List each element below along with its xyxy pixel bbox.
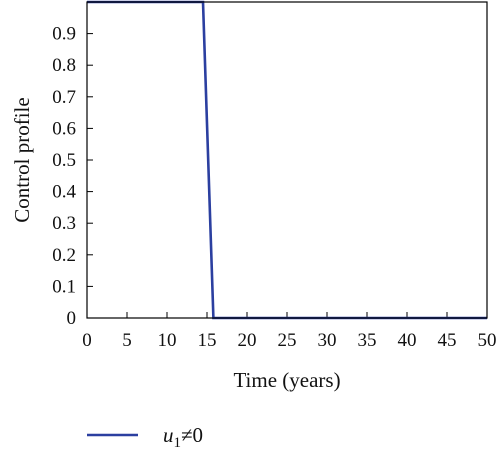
legend-label: u1≠0	[163, 423, 203, 451]
x-tick-label: 35	[358, 330, 377, 351]
y-tick-label: 0.1	[52, 276, 76, 297]
legend-suffix: ≠0	[181, 423, 203, 447]
legend: u1≠0	[87, 423, 203, 451]
y-tick-label: 0.6	[52, 118, 76, 139]
x-axis-title: Time (years)	[233, 368, 340, 392]
x-tick-label: 10	[158, 330, 177, 351]
x-tick-label: 40	[398, 330, 417, 351]
plot-frame	[86, 1, 488, 319]
series-line	[87, 0, 487, 320]
y-tick-label: 0.5	[52, 150, 76, 171]
series-layer	[87, 0, 487, 320]
x-tick-label: 30	[318, 330, 337, 351]
y-tick-label: 0.9	[52, 24, 76, 45]
x-tick-label: 45	[438, 330, 457, 351]
y-tick-label: 0.4	[52, 182, 76, 203]
x-tick-label: 25	[278, 330, 297, 351]
ticks-layer: 0 5 10 15 20 25 30 35 40 45 50 0 0.1 0.2 0.3 0.4 0.5 0.6 0…	[52, 24, 496, 351]
y-tick-label: 0.3	[52, 213, 76, 234]
y-tick-label: 0.2	[52, 245, 76, 266]
x-tick-label: 15	[198, 330, 217, 351]
x-tick-label: 0	[82, 330, 92, 351]
legend-symbol: u	[163, 423, 174, 447]
y-tick-label: 0.7	[52, 87, 76, 108]
x-tick-label: 20	[238, 330, 257, 351]
x-tick-label: 50	[478, 330, 497, 351]
y-tick-label: 0.8	[52, 55, 76, 76]
legend-subscript: 1	[174, 435, 182, 451]
y-axis-title: Control profile	[10, 97, 34, 222]
x-tick-label: 5	[122, 330, 132, 351]
y-tick-label: 0	[67, 308, 77, 329]
